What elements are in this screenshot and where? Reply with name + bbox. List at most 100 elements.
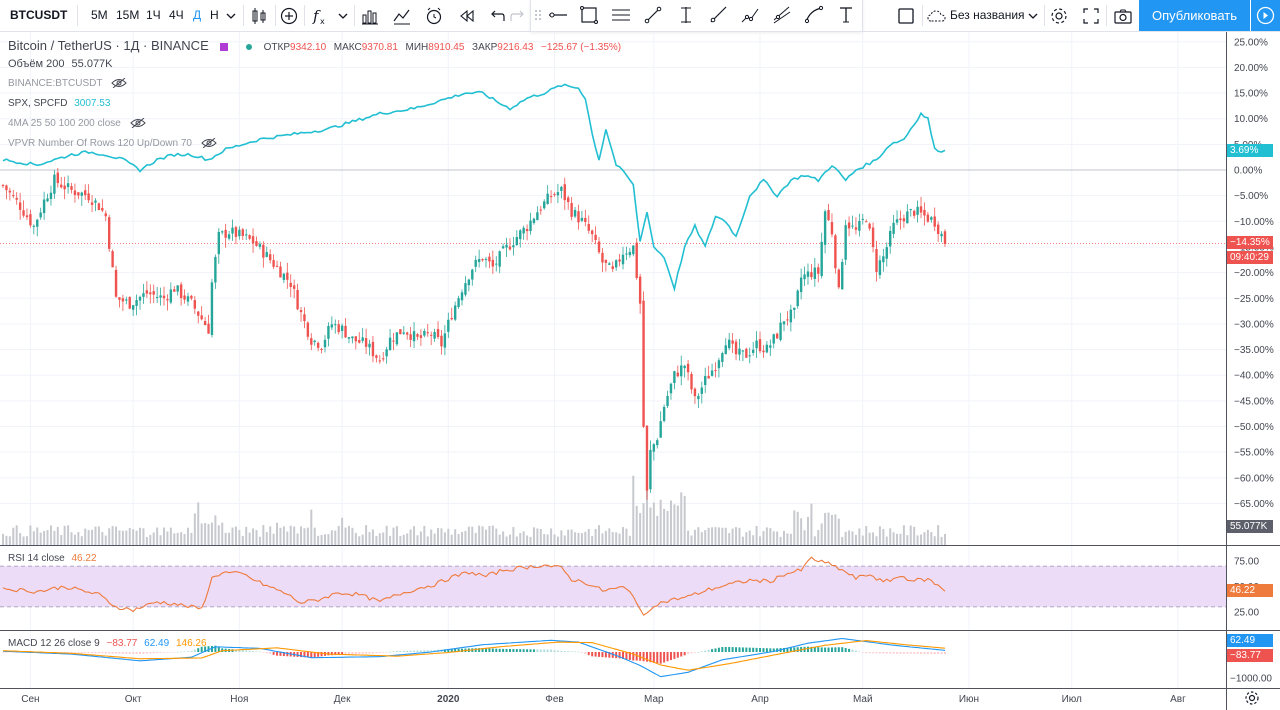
compare2-legend[interactable]: SPX, SPCFD 3007.53 [8,98,110,109]
vpvr-label: VPVR Number Of Rows 120 Up/Down 70 [8,138,192,149]
trend-line-icon[interactable] [642,4,664,26]
candle-body [145,290,149,294]
cloud-icon[interactable] [926,5,948,27]
fullscreen-icon[interactable] [1080,5,1102,27]
volume-bar [837,518,840,545]
candle-body [15,197,18,200]
volume-bar [457,534,460,545]
price-tag: −14.35% [1227,236,1273,249]
rectangle-icon[interactable] [578,4,600,26]
candle-body [327,325,330,339]
gear-icon[interactable] [1048,5,1070,27]
macd-legend[interactable]: MACD 12 26 close 9 −83.77 62.49 146.26 [8,638,207,649]
macd-histogram-bar [505,648,508,652]
interval-1w[interactable]: Н [210,8,219,22]
macd-histogram-bar [193,649,196,652]
add-compare-icon[interactable] [278,5,300,27]
chart-area[interactable]: 25.00%20.00%15.00%10.00%5.00%0.00%−5.00%… [0,32,1280,710]
chevron-down-icon[interactable] [336,9,350,23]
volume-bar [539,529,542,545]
candle-body [279,266,282,278]
macd-histogram-bar [642,652,645,662]
candle-body [498,251,501,267]
curve-icon[interactable] [803,4,825,26]
interval-1h[interactable]: 1Ч [146,8,161,22]
macd-histogram-bar [659,652,662,664]
rsi-value: 46.22 [71,553,97,564]
candle-body [861,218,864,220]
candles-icon[interactable] [248,5,270,27]
parallel-channel-icon[interactable] [610,4,632,26]
volume-bar [745,532,748,545]
candle-body [834,235,837,269]
financials-icon[interactable] [359,5,381,27]
candle-body [649,449,652,490]
candle-body [570,202,573,217]
replay-icon[interactable] [456,5,478,27]
macd-histogram-bar [265,652,268,654]
camera-icon[interactable] [1112,5,1134,27]
volume-bar [817,530,820,545]
volume-bar [913,526,916,545]
macd-histogram-bar [416,650,419,652]
volume-bar [142,528,145,545]
interval-4h[interactable]: 4Ч [169,8,184,22]
interval-15m[interactable]: 15М [116,8,140,22]
compare1-legend[interactable]: BINANCE:BTCUSDT [8,77,127,89]
text-tool-icon[interactable] [835,4,857,26]
macd-histogram-bar [139,652,142,655]
symbol-search[interactable]: BTCUSDT [10,8,68,22]
eye-hidden-icon[interactable] [111,77,127,89]
candle-body [707,375,710,379]
publish-button[interactable]: Опубликовать [1139,0,1250,31]
templates-icon[interactable] [391,5,413,27]
candle-body [587,223,590,231]
volume-bar [508,534,511,545]
volume-legend[interactable]: Объём 200 55.077K [8,58,113,70]
drag-handle-icon[interactable] [533,4,543,26]
candle-body [73,190,77,196]
open-label: ОТКР [263,42,291,53]
volume-bar [80,536,83,545]
macd-histogram-bar [406,650,409,652]
volume-bar [392,527,395,545]
macd-histogram-bar [645,652,648,662]
interval-1d[interactable]: Д [193,8,202,22]
vertical-line-icon[interactable] [675,4,697,26]
eye-hidden-icon[interactable] [129,117,146,129]
candle-body [601,252,604,263]
candle-body [162,295,166,299]
svg-text:x: x [320,17,325,26]
alert-icon[interactable] [423,5,445,27]
candle-body [878,260,882,276]
ray-icon[interactable] [707,4,729,26]
horizontal-ray-icon[interactable] [547,4,569,26]
ma-legend[interactable]: 4MA 25 50 100 200 close [8,117,146,129]
rsi-legend[interactable]: RSI 14 close 46.22 [8,553,97,564]
eye-hidden-icon[interactable] [201,137,217,149]
volume-bar [118,530,121,545]
candle-body [594,234,597,241]
undo-icon[interactable] [485,5,507,27]
pitchfork-icon[interactable] [771,4,793,26]
square-icon[interactable] [895,5,917,27]
candle-body [642,300,645,427]
chevron-down-icon[interactable] [1026,9,1040,23]
macd-histogram-bar [608,652,611,658]
volume-bar [67,525,70,545]
gear-icon[interactable] [1243,689,1261,707]
macd-histogram-bar [149,652,152,654]
path-icon[interactable] [739,4,761,26]
chevron-down-icon[interactable] [224,9,238,23]
divider [77,5,78,26]
redo-icon[interactable] [508,5,530,27]
publish-arrow-button[interactable] [1251,0,1280,31]
layout-name[interactable]: Без названия [950,8,1025,22]
price-axis-label: 10.00% [1234,114,1268,125]
macd-histogram-bar [666,652,669,662]
vpvr-legend[interactable]: VPVR Number Of Rows 120 Up/Down 70 [8,137,217,149]
interval-5m[interactable]: 5М [91,8,108,22]
macd-histogram-bar [70,652,73,653]
